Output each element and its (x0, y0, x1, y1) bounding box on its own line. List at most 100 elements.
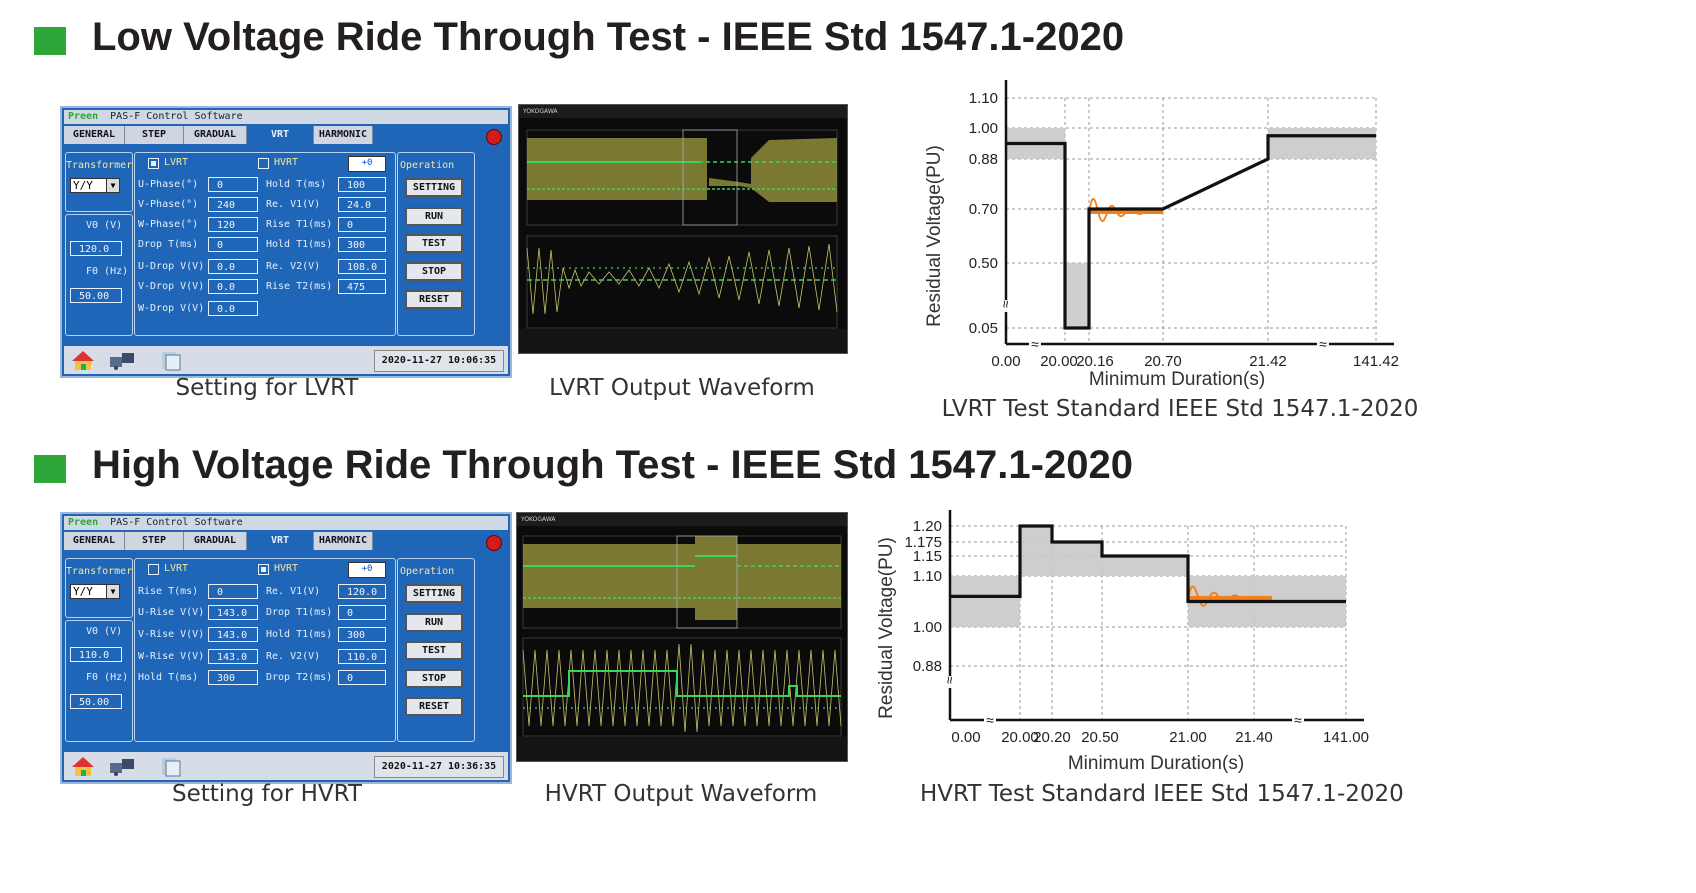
y-tick-label: 1.00 (913, 619, 942, 636)
parameter-group (134, 558, 396, 742)
f0-field[interactable]: 50.00 (70, 694, 122, 709)
document-icon[interactable] (158, 755, 184, 777)
arrow-button[interactable]: +0 (348, 562, 386, 578)
operation-group (397, 558, 475, 742)
setting-button[interactable]: SETTING (405, 178, 463, 197)
f0-field[interactable]: 50.00 (70, 288, 122, 303)
axis-break-icon: ≈ (1319, 336, 1327, 352)
axis-break (1002, 300, 1010, 312)
lvrt-standard-chart: ≈ ≈≈ 1.101.000.880.700.500.050.00 20.0020.… (924, 80, 1399, 390)
param-field[interactable]: 24.0 (338, 197, 386, 212)
param-label: Hold T(ms) (266, 179, 327, 190)
tab-gradual[interactable]: GRADUAL (184, 126, 247, 144)
tab-general[interactable]: GENERAL (64, 126, 125, 144)
param-field[interactable]: 300 (338, 237, 386, 252)
lvrt-setting-caption: Setting for LVRT (175, 375, 359, 401)
param-field[interactable]: 0.0 (208, 301, 258, 316)
param-field[interactable]: 0 (338, 217, 386, 232)
x-tick-label: 21.00 (1169, 729, 1207, 746)
x-tick-label: 0.00 (991, 353, 1020, 370)
home-icon[interactable] (70, 755, 96, 777)
param-label: Hold T1(ms) (266, 239, 333, 250)
y-tick-label: 0.50 (969, 255, 998, 272)
scope-readout (519, 329, 847, 353)
tab-vrt[interactable]: VRT (247, 126, 314, 144)
axis-break-icon: ≈ (998, 300, 1014, 308)
param-field[interactable]: 300 (208, 670, 258, 685)
chevron-down-icon: ▼ (106, 179, 119, 192)
param-label: Drop T1(ms) (266, 607, 333, 618)
param-field[interactable]: 0 (338, 605, 386, 620)
tab-general[interactable]: GENERAL (64, 532, 125, 550)
stop-button[interactable]: STOP (405, 262, 463, 281)
tab-harmonic[interactable]: HARMONIC (314, 532, 373, 550)
tab-step[interactable]: STEP (125, 532, 184, 550)
hvrt-waveform-caption: HVRT Output Waveform (544, 781, 818, 807)
setting-button[interactable]: SETTING (405, 584, 463, 603)
param-field[interactable]: 100 (338, 177, 386, 192)
param-field[interactable]: 143.0 (208, 649, 258, 664)
run-button[interactable]: RUN (405, 207, 463, 226)
f0-label: F0 (Hz) (86, 672, 129, 683)
x-tick-label: 21.40 (1235, 729, 1273, 746)
lvrt-heading: Low Voltage Ride Through Test - IEEE Std… (92, 15, 1125, 59)
tab-step[interactable]: STEP (125, 126, 184, 144)
param-field[interactable]: 108.0 (338, 259, 386, 274)
tab-gradual[interactable]: GRADUAL (184, 532, 247, 550)
y-tick-label: 1.00 (969, 120, 998, 137)
param-field[interactable]: 0 (208, 584, 258, 599)
param-field[interactable]: 0 (208, 177, 258, 192)
close-icon[interactable] (486, 129, 502, 145)
window-title: PAS-F Control Software (110, 111, 243, 122)
reset-button[interactable]: RESET (405, 290, 463, 309)
connection-icon[interactable] (108, 755, 138, 777)
lvrt-oscilloscope-screen: YOKOGAWA (518, 104, 848, 354)
lvrt-checkbox[interactable] (148, 158, 159, 169)
close-icon[interactable] (486, 535, 502, 551)
hvrt-heading: High Voltage Ride Through Test - IEEE St… (92, 443, 1133, 487)
operation-group (397, 152, 475, 336)
connection-icon[interactable] (108, 349, 138, 371)
param-field[interactable]: 143.0 (208, 627, 258, 642)
axis-break-icon: ≈ (1031, 336, 1039, 352)
scope-readout (517, 737, 847, 761)
test-button[interactable]: TEST (405, 234, 463, 253)
reset-button[interactable]: RESET (405, 697, 463, 716)
brand-logo: Preen (68, 111, 99, 122)
hvrt-checkbox[interactable] (258, 564, 269, 575)
hvrt-checkbox[interactable] (258, 158, 269, 169)
tab-vrt[interactable]: VRT (247, 532, 314, 550)
tolerance-band (1020, 526, 1052, 576)
param-field[interactable]: 240 (208, 197, 258, 212)
lvrt-checkbox[interactable] (148, 564, 159, 575)
document-icon[interactable] (158, 349, 184, 371)
test-button[interactable]: TEST (405, 641, 463, 660)
v0-field[interactable]: 110.0 (70, 647, 122, 662)
param-field[interactable]: 110.0 (338, 649, 386, 664)
run-button[interactable]: RUN (405, 613, 463, 632)
param-field[interactable]: 120 (208, 217, 258, 232)
param-field[interactable]: 143.0 (208, 605, 258, 620)
param-field[interactable]: 0.0 (208, 279, 258, 294)
window-title: PAS-F Control Software (110, 517, 243, 528)
param-field[interactable]: 0.0 (208, 259, 258, 274)
v0-field[interactable]: 120.0 (70, 241, 122, 256)
x-tick-label: 141.42 (1353, 353, 1399, 370)
transformer-select[interactable]: Y/Y ▼ (70, 584, 120, 599)
tab-harmonic[interactable]: HARMONIC (314, 126, 373, 144)
x-tick-label: 20.70 (1144, 353, 1182, 370)
stop-button[interactable]: STOP (405, 669, 463, 688)
param-field[interactable]: 300 (338, 627, 386, 642)
param-field[interactable]: 0 (338, 670, 386, 685)
param-field[interactable]: 120.0 (338, 584, 386, 599)
x-tick-label: 20.50 (1081, 729, 1119, 746)
param-field[interactable]: 475 (338, 279, 386, 294)
tab-bar: GENERAL STEP GRADUAL VRT HARMONIC (64, 532, 373, 550)
arrow-button[interactable]: +0 (348, 156, 386, 172)
transformer-select[interactable]: Y/Y ▼ (70, 178, 120, 193)
param-label: Re. V1(V) (266, 199, 321, 210)
transformer-group (65, 152, 133, 212)
home-icon[interactable] (70, 349, 96, 371)
axis-break (1317, 340, 1329, 348)
param-field[interactable]: 0 (208, 237, 258, 252)
